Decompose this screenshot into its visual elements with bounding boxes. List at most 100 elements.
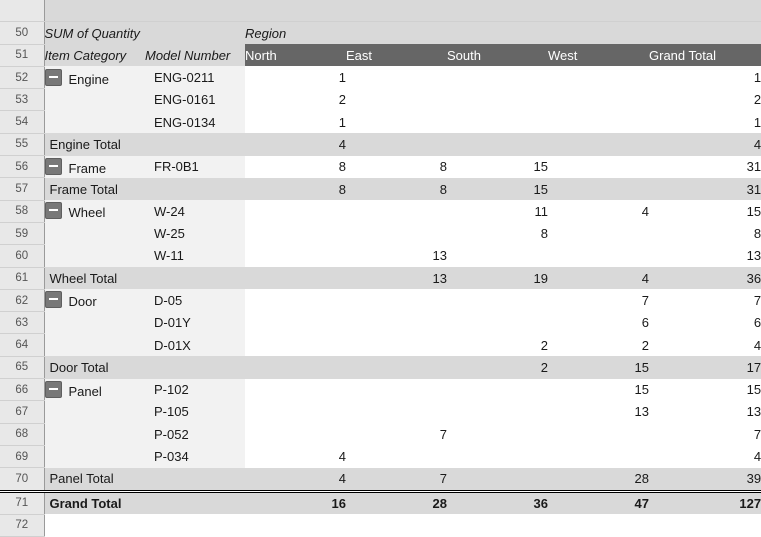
value-cell-south[interactable]: [447, 378, 548, 401]
model-number-cell[interactable]: ENG-0134: [145, 110, 245, 134]
value-cell-grand-total[interactable]: 6: [649, 311, 761, 334]
row-number-51[interactable]: 51: [0, 44, 45, 67]
grand-total-value-east[interactable]: 28: [346, 489, 447, 515]
item-category-cell[interactable]: [44, 88, 145, 111]
item-category-cell[interactable]: [44, 400, 145, 424]
value-cell-grand-total[interactable]: 13: [649, 244, 761, 268]
column-header-west[interactable]: West: [548, 44, 649, 67]
value-cell-north[interactable]: [245, 289, 346, 312]
value-cell-south[interactable]: [447, 400, 548, 424]
row-number-53[interactable]: 53: [0, 88, 45, 112]
value-cell-grand-total[interactable]: 1: [649, 110, 761, 134]
value-cell-west[interactable]: 6: [548, 311, 649, 334]
value-cell-south[interactable]: [447, 423, 548, 446]
subtotal-value-south[interactable]: [447, 133, 548, 156]
minus-square-icon[interactable]: [44, 157, 62, 175]
value-cell-east[interactable]: [346, 289, 447, 312]
item-category-cell[interactable]: [44, 311, 145, 334]
model-number-cell[interactable]: D-01X: [145, 333, 245, 357]
row-number-70[interactable]: 70: [0, 467, 45, 492]
value-cell-east[interactable]: [346, 110, 447, 134]
value-cell-west[interactable]: [548, 423, 649, 446]
model-number-cell[interactable]: D-01Y: [145, 311, 245, 334]
pivot-row-field-label[interactable]: Item Category: [44, 44, 145, 67]
value-cell-north[interactable]: [245, 222, 346, 245]
row-number-52[interactable]: 52: [0, 66, 45, 90]
item-category-cell[interactable]: [44, 110, 145, 134]
value-cell-east[interactable]: 8: [346, 155, 447, 178]
value-cell-west[interactable]: [548, 66, 649, 89]
value-cell-south[interactable]: 2: [447, 333, 548, 357]
model-number-cell[interactable]: ENG-0161: [145, 88, 245, 111]
subtotal-value-north[interactable]: 4: [245, 133, 346, 156]
row-number-57[interactable]: 57: [0, 177, 45, 201]
value-cell-grand-total[interactable]: 2: [649, 88, 761, 111]
subtotal-value-east[interactable]: 7: [346, 467, 447, 492]
value-cell-south[interactable]: [447, 110, 548, 134]
value-cell-south[interactable]: 15: [447, 155, 548, 178]
subtotal-value-east[interactable]: 13: [346, 267, 447, 290]
subtotal-value-east[interactable]: 8: [346, 177, 447, 201]
row-number-59[interactable]: 59: [0, 222, 45, 246]
value-cell-west[interactable]: [548, 155, 649, 178]
value-cell-west[interactable]: [548, 110, 649, 134]
subtotal-value-grand-total[interactable]: 4: [649, 133, 761, 156]
value-cell-south[interactable]: [447, 311, 548, 334]
subtotal-value-grand-total[interactable]: 17: [649, 356, 761, 379]
row-number-65[interactable]: 65: [0, 356, 45, 380]
subtotal-value-east[interactable]: [346, 356, 447, 379]
value-cell-south[interactable]: [447, 88, 548, 111]
row-number-56[interactable]: 56: [0, 155, 45, 179]
value-cell-north[interactable]: 1: [245, 110, 346, 134]
value-cell-south[interactable]: [447, 244, 548, 268]
subtotal-value-south[interactable]: 2: [447, 356, 548, 379]
value-cell-north[interactable]: 1: [245, 66, 346, 89]
column-header-north[interactable]: North: [245, 44, 346, 67]
row-number-72[interactable]: 72: [0, 514, 45, 537]
value-cell-east[interactable]: [346, 200, 447, 223]
subtotal-label[interactable]: Engine Total: [44, 133, 245, 156]
value-cell-south[interactable]: 8: [447, 222, 548, 245]
model-number-cell[interactable]: W-11: [145, 244, 245, 268]
grand-total-value-grand-total[interactable]: 127: [649, 489, 761, 515]
item-category-cell[interactable]: Frame: [44, 155, 145, 178]
subtotal-label[interactable]: Door Total: [44, 356, 245, 379]
subtotal-value-grand-total[interactable]: 31: [649, 177, 761, 201]
value-cell-west[interactable]: [548, 222, 649, 245]
value-cell-north[interactable]: [245, 200, 346, 223]
subtotal-value-north[interactable]: [245, 356, 346, 379]
value-cell-north[interactable]: 8: [245, 155, 346, 178]
value-cell-east[interactable]: [346, 311, 447, 334]
value-cell-east[interactable]: [346, 333, 447, 357]
row-number-54[interactable]: 54: [0, 110, 45, 134]
row-number-50[interactable]: 50: [0, 21, 45, 45]
row-number-62[interactable]: 62: [0, 289, 45, 313]
subtotal-value-west[interactable]: 28: [548, 467, 649, 492]
model-number-cell[interactable]: D-05: [145, 289, 245, 312]
value-cell-east[interactable]: [346, 400, 447, 424]
row-number-60[interactable]: 60: [0, 244, 45, 268]
value-cell-east[interactable]: [346, 66, 447, 89]
value-cell-west[interactable]: [548, 244, 649, 268]
value-cell-grand-total[interactable]: 15: [649, 200, 761, 223]
value-cell-west[interactable]: 4: [548, 200, 649, 223]
value-cell-west[interactable]: [548, 445, 649, 468]
value-cell-grand-total[interactable]: 4: [649, 445, 761, 468]
value-cell-west[interactable]: [548, 88, 649, 111]
value-cell-north[interactable]: 4: [245, 445, 346, 468]
value-cell-grand-total[interactable]: 31: [649, 155, 761, 178]
subtotal-value-west[interactable]: [548, 177, 649, 201]
value-cell-grand-total[interactable]: 1: [649, 66, 761, 89]
subtotal-value-grand-total[interactable]: 36: [649, 267, 761, 290]
value-cell-grand-total[interactable]: 8: [649, 222, 761, 245]
model-number-cell[interactable]: P-034: [145, 445, 245, 468]
value-cell-grand-total[interactable]: 7: [649, 423, 761, 446]
item-category-cell[interactable]: [44, 244, 145, 268]
model-number-cell[interactable]: W-25: [145, 222, 245, 245]
model-number-cell[interactable]: P-105: [145, 400, 245, 424]
column-header-grand-total[interactable]: Grand Total: [649, 44, 761, 67]
value-cell-west[interactable]: 2: [548, 333, 649, 357]
subtotal-value-south[interactable]: [447, 467, 548, 492]
model-number-cell[interactable]: P-052: [145, 423, 245, 446]
grand-total-value-north[interactable]: 16: [245, 489, 346, 515]
